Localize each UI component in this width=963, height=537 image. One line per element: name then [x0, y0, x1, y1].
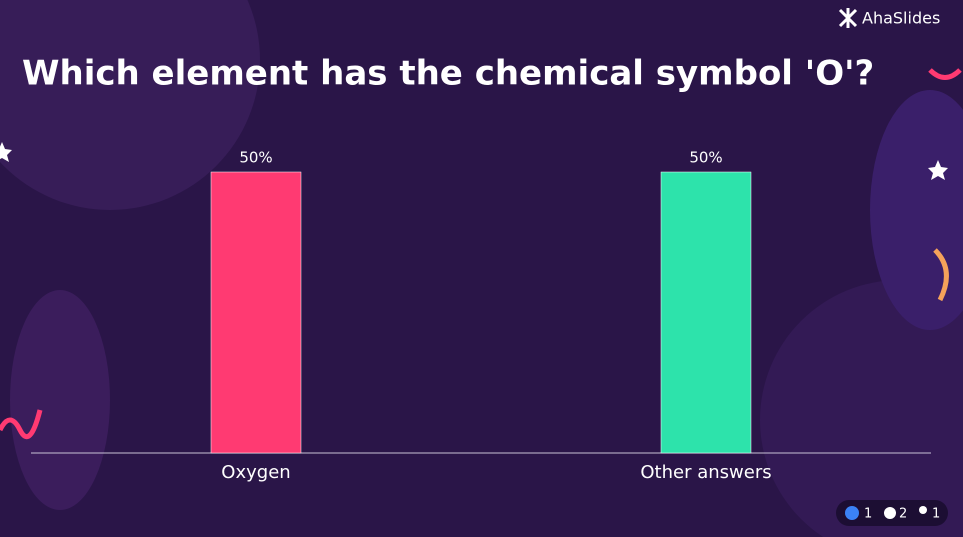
decor-circle — [0, 0, 260, 210]
participants-count: 1 — [932, 507, 940, 522]
decor-star — [928, 160, 948, 180]
logo-icon — [838, 8, 858, 28]
reactions-count: 1 — [864, 507, 872, 522]
decor-leaf — [10, 290, 110, 510]
hand-icon — [884, 507, 896, 519]
decor-circle — [760, 280, 963, 537]
chart-title: Which element has the chemical symbol 'O… — [22, 54, 874, 94]
decor-star — [0, 142, 12, 162]
logo: AhaSlides — [838, 8, 940, 28]
bar — [660, 171, 752, 454]
decor-confetti — [928, 68, 962, 80]
reaction-icon — [845, 506, 859, 520]
participant-icon — [919, 506, 927, 514]
x-tick-label: Other answers — [640, 462, 771, 483]
value-label: 50% — [239, 149, 272, 167]
raised-hands-count: 2 — [899, 507, 907, 522]
footer-badge: 1 2 1 — [836, 500, 948, 526]
brand: AhaSlides — [862, 9, 940, 28]
decor-confetti — [933, 248, 949, 302]
value-label: 50% — [689, 149, 722, 167]
decor-confetti — [0, 409, 43, 440]
decor-leaf — [870, 90, 963, 330]
x-tick-label: Oxygen — [221, 462, 290, 483]
bar — [210, 171, 302, 454]
